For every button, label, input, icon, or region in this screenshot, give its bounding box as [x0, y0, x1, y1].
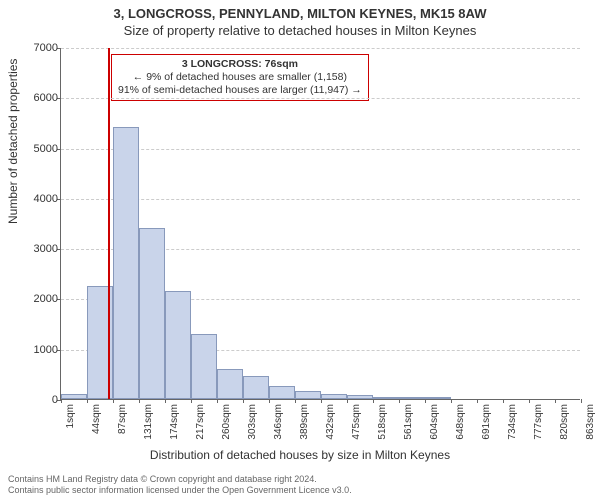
annotation-line1: 3 LONGCROSS: 76sqm — [118, 58, 362, 71]
x-tick-label: 648sqm — [455, 404, 466, 440]
x-tick-mark — [87, 399, 88, 403]
x-tick-label: 475sqm — [351, 404, 362, 440]
y-tick-label: 6000 — [18, 92, 58, 104]
histogram-bar — [61, 394, 87, 399]
chart-title: 3, LONGCROSS, PENNYLAND, MILTON KEYNES, … — [0, 0, 600, 21]
x-tick-label: 518sqm — [377, 404, 388, 440]
reference-line — [108, 48, 110, 399]
x-tick-label: 561sqm — [403, 404, 414, 440]
x-tick-mark — [555, 399, 556, 403]
x-tick-label: 820sqm — [559, 404, 570, 440]
footer-line2: Contains public sector information licen… — [8, 485, 352, 496]
footer-line1: Contains HM Land Registry data © Crown c… — [8, 474, 352, 485]
x-tick-label: 777sqm — [533, 404, 544, 440]
x-tick-mark — [373, 399, 374, 403]
x-tick-label: 131sqm — [143, 404, 154, 440]
x-tick-mark — [243, 399, 244, 403]
x-tick-mark — [269, 399, 270, 403]
x-tick-mark — [191, 399, 192, 403]
y-tick-label: 2000 — [18, 293, 58, 305]
x-tick-mark — [61, 399, 62, 403]
x-tick-label: 174sqm — [169, 404, 180, 440]
histogram-bar — [373, 397, 399, 400]
x-tick-label: 44sqm — [91, 404, 102, 434]
x-tick-mark — [139, 399, 140, 403]
x-tick-mark — [425, 399, 426, 403]
x-tick-mark — [399, 399, 400, 403]
grid-line — [61, 48, 580, 49]
x-tick-mark — [321, 399, 322, 403]
histogram-bar — [269, 386, 295, 399]
y-tick-label: 7000 — [18, 42, 58, 54]
x-tick-label: 691sqm — [481, 404, 492, 440]
x-tick-label: 1sqm — [65, 404, 76, 428]
x-tick-mark — [165, 399, 166, 403]
histogram-bar — [191, 334, 217, 399]
x-tick-mark — [347, 399, 348, 403]
histogram-bar — [347, 395, 373, 399]
x-tick-mark — [529, 399, 530, 403]
histogram-bar — [139, 228, 165, 399]
x-tick-label: 604sqm — [429, 404, 440, 440]
x-tick-label: 217sqm — [195, 404, 206, 440]
x-tick-label: 432sqm — [325, 404, 336, 440]
annotation-box: 3 LONGCROSS: 76sqm ← 9% of detached hous… — [111, 54, 369, 101]
x-tick-mark — [477, 399, 478, 403]
x-tick-label: 389sqm — [299, 404, 310, 440]
x-tick-label: 346sqm — [273, 404, 284, 440]
histogram-bar — [243, 376, 269, 399]
histogram-bar — [321, 394, 347, 399]
x-tick-mark — [217, 399, 218, 403]
y-tick-label: 3000 — [18, 243, 58, 255]
histogram-bar — [425, 397, 451, 399]
x-tick-mark — [503, 399, 504, 403]
histogram-bar — [113, 127, 139, 399]
x-axis-label: Distribution of detached houses by size … — [0, 448, 600, 462]
x-tick-mark — [451, 399, 452, 403]
y-tick-label: 1000 — [18, 344, 58, 356]
y-tick-label: 0 — [18, 394, 58, 406]
footer: Contains HM Land Registry data © Crown c… — [8, 474, 352, 496]
grid-line — [61, 98, 580, 99]
plot-area: 3 LONGCROSS: 76sqm ← 9% of detached hous… — [60, 48, 580, 400]
x-tick-label: 863sqm — [585, 404, 596, 440]
y-tick-label: 4000 — [18, 193, 58, 205]
x-tick-mark — [581, 399, 582, 403]
histogram-bar — [399, 397, 425, 399]
annotation-line3: 91% of semi-detached houses are larger (… — [118, 84, 362, 97]
x-tick-label: 303sqm — [247, 404, 258, 440]
histogram-bar — [295, 391, 321, 399]
y-tick-label: 5000 — [18, 143, 58, 155]
x-tick-mark — [113, 399, 114, 403]
x-tick-label: 260sqm — [221, 404, 232, 440]
chart-container: { "title": "3, LONGCROSS, PENNYLAND, MIL… — [0, 0, 600, 500]
histogram-bar — [165, 291, 191, 399]
annotation-line2: ← 9% of detached houses are smaller (1,1… — [118, 71, 362, 84]
x-tick-label: 734sqm — [507, 404, 518, 440]
x-tick-mark — [295, 399, 296, 403]
chart-subtitle: Size of property relative to detached ho… — [0, 21, 600, 38]
x-tick-label: 87sqm — [117, 404, 128, 434]
histogram-bar — [217, 369, 243, 399]
